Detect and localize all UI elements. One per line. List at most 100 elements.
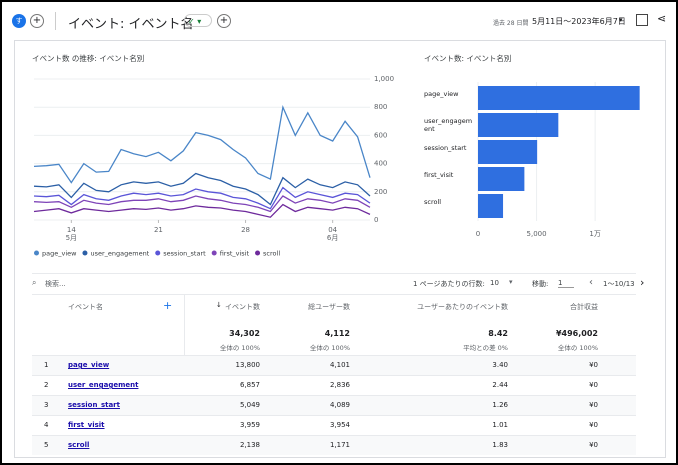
y-tick-label: 200 [374,188,387,196]
legend-label: page_view [42,250,77,258]
series-line [33,203,371,218]
legend-label: session_start [163,250,206,258]
table-row [32,395,636,415]
total-value: 8.42 [488,329,508,338]
add-button[interactable]: + [30,14,44,28]
bar-label: user_engagement [424,117,473,133]
share-icon[interactable]: ⋖ [657,12,667,25]
total-value: 4,112 [324,329,350,338]
row-name[interactable]: first_visit [68,421,105,429]
series-line [33,172,371,206]
cell: ¥0 [589,381,598,389]
total-note: 全体の 100% [219,344,260,352]
cell: 4,101 [329,361,350,369]
cell: 1.26 [492,401,508,409]
avatar[interactable]: す [12,14,26,28]
legend-label: scroll [263,250,280,258]
row-name[interactable]: page_view [68,361,110,369]
search-icon: ⌕ [32,278,37,287]
separator [32,294,636,295]
cell: ¥0 [589,441,598,449]
goto-input[interactable]: 1 [558,279,574,288]
table-row [32,435,636,455]
y-tick-label: 0 [374,216,378,224]
legend-marker [155,250,161,256]
row-name[interactable]: scroll [68,441,90,449]
bar-label: first_visit [424,171,454,179]
cell: 3,954 [329,421,350,429]
row-name[interactable]: user_engagement [68,381,139,389]
separator [32,273,636,274]
series-line [33,195,371,213]
column-header[interactable]: 総ユーザー数 [308,303,350,311]
cell: ¥0 [589,421,598,429]
bar [478,140,538,164]
x-tick-label: 04 6月 [326,226,339,242]
rows-label: 1 ページあたりの行数: [413,280,485,288]
bar-label: page_view [424,90,459,98]
table-row [32,375,636,395]
column-header[interactable]: イベント名 [68,303,103,311]
date-dropdown[interactable]: ▾ [619,16,623,24]
y-tick-label: 800 [374,103,387,111]
cell: 2,138 [239,441,260,449]
page-title: イベント: イベント名 [68,17,194,32]
period-label: 過去 28 日間 [493,20,529,27]
divider [55,12,56,30]
x-tick-label: 14 5月 [65,226,78,242]
cell: 1.01 [492,421,508,429]
cell: ¥0 [589,361,598,369]
date-range[interactable]: 5月11日～2023年6月7日 [532,17,626,26]
edit-icon[interactable] [636,14,648,26]
goto-label: 移動: [532,280,549,288]
total-value: ¥496,002 [555,329,598,338]
rows-select[interactable]: 10 [490,279,499,287]
legend-label: first_visit [220,250,250,258]
legend-marker [34,250,39,256]
column-header[interactable]: イベント数 [225,303,260,311]
series-line [33,186,371,210]
row-index: 4 [44,421,49,429]
bar [478,113,559,137]
add-comparison[interactable]: + [217,14,231,28]
bar-label: session_start [424,144,467,152]
table-row [32,415,636,435]
cell: 3.40 [492,361,508,369]
legend-marker [211,250,217,256]
prev-page[interactable]: ‹ [589,277,593,288]
bar-chart-title: イベント数: イベント名別 [424,54,512,63]
next-page[interactable]: › [640,276,645,289]
search-box[interactable]: 検索... [45,280,66,288]
add-dimension[interactable]: + [163,299,173,312]
status-chip[interactable]: ✓ ▾ [184,14,212,27]
x-tick-label: 1万 [589,230,600,238]
x-tick-label: 21 [153,226,163,234]
bar-label: scroll [424,198,442,206]
column-header[interactable]: 合計収益 [570,303,598,311]
column-header[interactable]: ユーザーあたりのイベント数 [417,303,508,311]
x-tick-label: 5,000 [527,230,547,238]
cell: 1.83 [492,441,508,449]
total-note: 全体の 100% [309,344,350,352]
cell: 1,171 [329,441,350,449]
cell: 2.44 [492,381,508,389]
y-tick-label: 1,000 [374,75,394,83]
rows-dropdown[interactable]: ▾ [509,278,513,286]
total-note: 平均との差 0% [463,344,508,352]
total-note: 全体の 100% [557,344,598,352]
line-chart-title: イベント数 の推移: イベント名別 [32,54,145,63]
legend-label: user_engagement [90,250,149,258]
row-index: 5 [44,441,49,449]
total-value: 34,302 [229,329,260,338]
bar [478,167,525,191]
x-tick-label: 0 [476,230,480,238]
row-name[interactable]: session_start [68,401,120,409]
row-index: 1 [44,361,49,369]
legend-marker [82,250,88,256]
legend-marker [255,250,261,256]
sort-icon[interactable]: ↓ [216,301,222,309]
y-tick-label: 400 [374,160,387,168]
series-line [33,104,371,184]
